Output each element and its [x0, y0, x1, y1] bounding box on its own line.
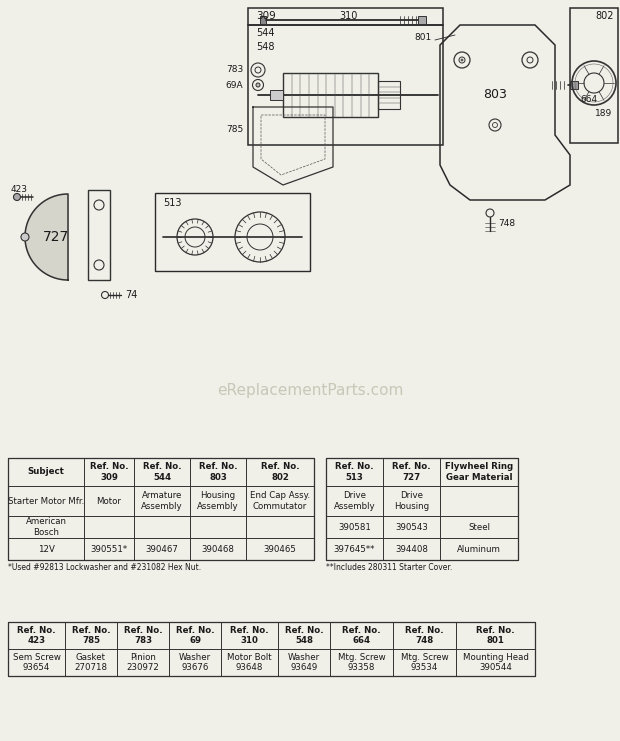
- Bar: [570, 8, 618, 143]
- Text: **Includes 280311 Starter Cover.: **Includes 280311 Starter Cover.: [326, 562, 452, 571]
- Text: 390551*: 390551*: [91, 545, 128, 554]
- Bar: [155, 193, 310, 271]
- Text: Mtg. Screw
93358: Mtg. Screw 93358: [338, 653, 385, 672]
- Text: Ref. No.
664: Ref. No. 664: [342, 626, 381, 645]
- Text: Motor: Motor: [97, 496, 122, 505]
- Text: Pinion
230972: Pinion 230972: [126, 653, 159, 672]
- Text: Ref. No.
785: Ref. No. 785: [72, 626, 110, 645]
- Text: 513: 513: [163, 198, 182, 208]
- Bar: [8, 622, 535, 676]
- Circle shape: [21, 233, 29, 241]
- Text: 390581: 390581: [338, 522, 371, 531]
- Text: 548: 548: [256, 42, 275, 52]
- Text: 390543: 390543: [395, 522, 428, 531]
- Text: 727: 727: [43, 230, 69, 244]
- Text: 394408: 394408: [395, 545, 428, 554]
- Text: Subject: Subject: [27, 468, 64, 476]
- Text: 544: 544: [256, 28, 275, 38]
- Text: 390465: 390465: [264, 545, 296, 554]
- Text: Motor Bolt
93648: Motor Bolt 93648: [227, 653, 272, 672]
- Text: Ref. No.
548: Ref. No. 548: [285, 626, 323, 645]
- Text: Flywheel Ring
Gear Material: Flywheel Ring Gear Material: [445, 462, 513, 482]
- Text: Ref. No.
513: Ref. No. 513: [335, 462, 374, 482]
- Circle shape: [14, 193, 20, 201]
- Text: Ref. No.
783: Ref. No. 783: [123, 626, 162, 645]
- Text: 390467: 390467: [146, 545, 179, 554]
- Bar: [283, 73, 378, 117]
- Text: 785: 785: [226, 125, 243, 135]
- Bar: [248, 8, 443, 25]
- Text: Mounting Head
390544: Mounting Head 390544: [463, 653, 528, 672]
- Circle shape: [461, 59, 463, 61]
- Text: Mtg. Screw
93534: Mtg. Screw 93534: [401, 653, 448, 672]
- Text: Washer
93676: Washer 93676: [179, 653, 211, 672]
- Text: 802: 802: [595, 11, 614, 21]
- Text: Sem Screw
93654: Sem Screw 93654: [12, 653, 60, 672]
- Text: 783: 783: [226, 65, 243, 75]
- Text: Washer
93649: Washer 93649: [288, 653, 320, 672]
- Text: Armature
Assembly: Armature Assembly: [141, 491, 183, 511]
- Text: Ref. No.
423: Ref. No. 423: [17, 626, 56, 645]
- Text: American
Bosch: American Bosch: [25, 517, 66, 536]
- Text: Gasket
270718: Gasket 270718: [74, 653, 107, 672]
- Text: 390468: 390468: [202, 545, 234, 554]
- Text: 309: 309: [256, 11, 276, 21]
- Text: 664: 664: [580, 95, 597, 104]
- Bar: [88, 190, 110, 280]
- Bar: [270, 90, 283, 100]
- Text: 803: 803: [483, 88, 507, 102]
- Bar: [378, 81, 400, 109]
- Text: Ref. No.
309: Ref. No. 309: [90, 462, 128, 482]
- Text: 189: 189: [595, 108, 613, 118]
- Bar: [570, 81, 578, 89]
- Text: Ref. No.
748: Ref. No. 748: [405, 626, 444, 645]
- Polygon shape: [25, 194, 68, 280]
- Text: Drive
Assembly: Drive Assembly: [334, 491, 375, 511]
- Text: Ref. No.
310: Ref. No. 310: [230, 626, 269, 645]
- Text: Ref. No.
802: Ref. No. 802: [260, 462, 299, 482]
- Text: *Used #92813 Lockwasher and #231082 Hex Nut.: *Used #92813 Lockwasher and #231082 Hex …: [8, 562, 201, 571]
- Bar: [248, 25, 443, 145]
- Bar: [260, 16, 266, 24]
- Text: Ref. No.
801: Ref. No. 801: [476, 626, 515, 645]
- Bar: [418, 16, 426, 24]
- Text: Steel: Steel: [468, 522, 490, 531]
- Bar: [326, 458, 518, 560]
- Circle shape: [256, 83, 260, 87]
- Text: 12V: 12V: [38, 545, 55, 554]
- Text: 801: 801: [415, 33, 432, 41]
- Text: 74: 74: [125, 290, 138, 300]
- Text: Starter Motor Mfr.: Starter Motor Mfr.: [8, 496, 84, 505]
- Text: 310: 310: [339, 11, 357, 21]
- Text: 397645**: 397645**: [334, 545, 375, 554]
- Text: Housing
Assembly: Housing Assembly: [197, 491, 239, 511]
- Text: Aluminum: Aluminum: [457, 545, 501, 554]
- Text: 423: 423: [11, 185, 28, 193]
- Text: Ref. No.
69: Ref. No. 69: [175, 626, 215, 645]
- Text: Ref. No.
803: Ref. No. 803: [198, 462, 237, 482]
- Bar: [8, 458, 314, 560]
- Text: End Cap Assy.
Commutator: End Cap Assy. Commutator: [250, 491, 310, 511]
- Text: Ref. No.
727: Ref. No. 727: [392, 462, 431, 482]
- Text: 69A: 69A: [226, 81, 243, 90]
- Text: Drive
Housing: Drive Housing: [394, 491, 429, 511]
- Text: eReplacementParts.com: eReplacementParts.com: [217, 382, 403, 397]
- Text: 748: 748: [498, 219, 515, 227]
- Text: Ref. No.
544: Ref. No. 544: [143, 462, 181, 482]
